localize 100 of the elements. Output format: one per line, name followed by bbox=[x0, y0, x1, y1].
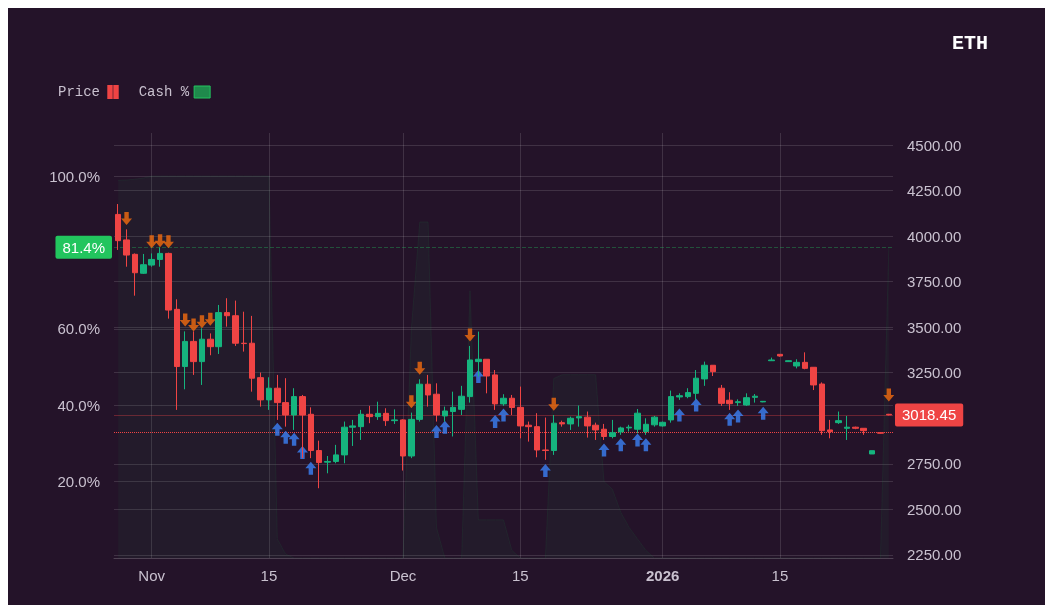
candlestick bbox=[391, 408, 398, 425]
candlestick bbox=[174, 298, 180, 411]
candlestick bbox=[257, 372, 264, 408]
point bbox=[464, 328, 476, 342]
candlestick bbox=[576, 405, 582, 428]
point bbox=[489, 415, 501, 429]
candlestick bbox=[693, 369, 699, 401]
candlestick bbox=[768, 357, 775, 362]
point bbox=[539, 464, 551, 478]
candlestick bbox=[752, 393, 758, 404]
candlestick bbox=[232, 300, 239, 347]
candlestick bbox=[793, 358, 800, 369]
x-tick-label: Dec bbox=[389, 567, 417, 584]
point bbox=[280, 430, 292, 444]
point bbox=[615, 438, 627, 452]
candlestick bbox=[375, 401, 381, 421]
candlestick bbox=[618, 426, 624, 436]
ref-line-label: 3018.45 bbox=[902, 406, 957, 424]
candlestick bbox=[483, 358, 490, 394]
candlestick bbox=[710, 364, 716, 377]
candlestick bbox=[157, 246, 163, 268]
x-tick-label: 2026 bbox=[645, 567, 680, 584]
point bbox=[724, 412, 736, 426]
candlestick bbox=[123, 228, 130, 268]
candlestick bbox=[425, 374, 431, 408]
candlestick bbox=[735, 398, 741, 407]
point bbox=[154, 234, 166, 248]
point bbox=[305, 461, 317, 475]
x-tick-label: 15 bbox=[511, 567, 529, 584]
candlestick bbox=[291, 387, 297, 431]
point bbox=[288, 432, 300, 446]
y-tick-label: 40.0% bbox=[57, 396, 100, 414]
candlestick bbox=[165, 252, 172, 320]
candlestick bbox=[458, 385, 465, 416]
y2-tick-label: 3250.00 bbox=[907, 364, 962, 382]
candlestick bbox=[366, 405, 373, 424]
legend-label: Price bbox=[57, 84, 101, 100]
y2-tick-label: 4500.00 bbox=[907, 136, 962, 154]
candlestick bbox=[743, 392, 750, 407]
candlestick bbox=[316, 440, 322, 489]
point bbox=[732, 409, 744, 423]
candlestick bbox=[835, 411, 842, 425]
candlestick bbox=[844, 415, 850, 441]
candlestick bbox=[668, 390, 674, 424]
y-tick-label: 20.0% bbox=[57, 473, 100, 491]
candlestick bbox=[886, 413, 892, 416]
point bbox=[498, 408, 509, 422]
candlestick bbox=[383, 407, 389, 427]
point bbox=[439, 420, 451, 434]
candlestick bbox=[442, 406, 448, 423]
x-tick-label: 15 bbox=[771, 567, 789, 584]
y2-tick-label: 4000.00 bbox=[907, 227, 962, 245]
candlestick bbox=[567, 416, 574, 431]
point bbox=[188, 318, 200, 332]
point bbox=[640, 438, 652, 452]
candlestick bbox=[324, 455, 331, 474]
point bbox=[162, 235, 174, 249]
y2-tick-label: 2500.00 bbox=[907, 500, 962, 518]
candlestick bbox=[199, 327, 205, 386]
point bbox=[430, 425, 442, 439]
y-tick-label: 100.0% bbox=[49, 167, 100, 185]
candlestick bbox=[701, 361, 708, 387]
point bbox=[632, 433, 644, 447]
candlestick bbox=[433, 382, 440, 423]
point bbox=[548, 397, 560, 411]
candlestick bbox=[492, 369, 498, 411]
point bbox=[673, 408, 685, 422]
candlestick bbox=[559, 420, 565, 428]
y2-tick-label: 3750.00 bbox=[907, 273, 962, 291]
candlestick bbox=[760, 400, 766, 403]
y2-tick-label: 3500.00 bbox=[907, 318, 962, 336]
y-tick-label: 60.0% bbox=[57, 320, 100, 338]
point bbox=[196, 315, 208, 329]
point bbox=[414, 361, 426, 375]
candlestick bbox=[450, 391, 456, 437]
candlestick bbox=[358, 409, 364, 441]
text: ETH bbox=[951, 31, 989, 55]
candlestick bbox=[241, 311, 247, 353]
ref-line-label: 81.4% bbox=[62, 238, 105, 256]
point bbox=[204, 312, 216, 326]
point bbox=[271, 422, 283, 436]
candlestick bbox=[266, 376, 272, 411]
candlestick bbox=[634, 408, 641, 434]
candlestick bbox=[643, 417, 649, 436]
point bbox=[146, 235, 158, 249]
candlestick bbox=[777, 353, 783, 358]
point bbox=[598, 443, 610, 457]
candlestick bbox=[551, 414, 557, 456]
point bbox=[121, 211, 133, 225]
candlestick bbox=[509, 394, 515, 416]
candlestick bbox=[115, 203, 121, 251]
candlestick bbox=[869, 450, 875, 455]
candlestick bbox=[500, 393, 507, 407]
point bbox=[690, 398, 702, 412]
candlestick bbox=[810, 366, 817, 391]
candlestick bbox=[785, 359, 792, 363]
y2-tick-label: 2750.00 bbox=[907, 455, 962, 473]
candlestick bbox=[132, 252, 138, 297]
point bbox=[883, 388, 895, 402]
candlestick bbox=[467, 345, 473, 404]
